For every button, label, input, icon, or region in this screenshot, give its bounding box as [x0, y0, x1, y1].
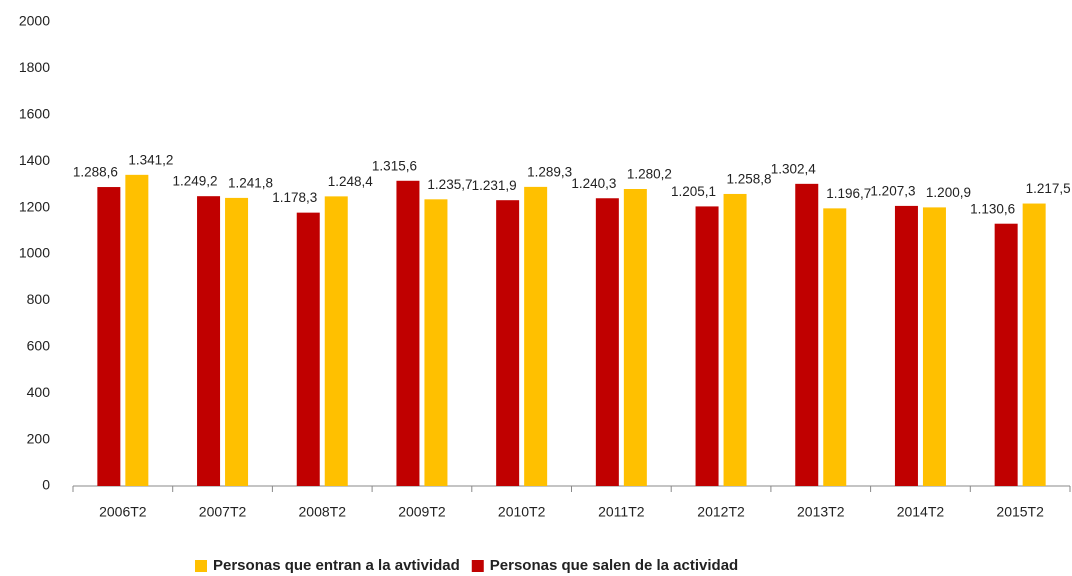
- bar: [623, 188, 647, 487]
- y-tick-label: 2000: [19, 13, 50, 29]
- bar: [922, 207, 946, 486]
- y-tick-label: 1000: [19, 245, 50, 261]
- y-tick-label: 400: [27, 384, 51, 400]
- y-tick-label: 1400: [19, 152, 50, 168]
- x-tick-label: 2006T2: [99, 504, 147, 520]
- bar: [197, 196, 221, 486]
- data-label: 1.207,3: [870, 183, 915, 198]
- bar: [424, 199, 448, 486]
- bar: [524, 186, 548, 487]
- x-tick-label: 2013T2: [797, 504, 845, 520]
- x-tick-label: 2011T2: [598, 504, 645, 520]
- x-tick-label: 2008T2: [299, 504, 347, 520]
- data-label: 1.302,4: [771, 161, 817, 176]
- legend-label: Personas que entran a la avtividad: [213, 557, 460, 574]
- data-label: 1.289,3: [527, 164, 572, 179]
- bar: [125, 174, 149, 486]
- data-label: 1.240,3: [571, 176, 616, 191]
- data-label: 1.341,2: [128, 152, 173, 167]
- x-tick-label: 2014T2: [897, 504, 945, 520]
- data-label: 1.217,5: [1026, 181, 1071, 196]
- data-label: 1.231,9: [472, 178, 517, 193]
- data-label: 1.248,4: [328, 174, 374, 189]
- y-tick-label: 1600: [19, 106, 50, 122]
- y-tick-label: 800: [27, 291, 51, 307]
- data-label: 1.130,6: [970, 201, 1015, 216]
- bar: [595, 198, 619, 486]
- data-label: 1.315,6: [372, 158, 417, 173]
- x-tick-label: 2012T2: [697, 504, 745, 520]
- bar: [296, 212, 320, 486]
- bar: [324, 196, 348, 486]
- bar: [994, 223, 1018, 486]
- y-tick-label: 0: [42, 477, 50, 493]
- y-tick-label: 1800: [19, 59, 50, 75]
- data-label: 1.241,8: [228, 175, 273, 190]
- bar: [225, 197, 249, 486]
- data-label: 1.205,1: [671, 184, 716, 199]
- y-tick-label: 600: [27, 338, 51, 354]
- x-tick-label: 2010T2: [498, 504, 546, 520]
- bar: [496, 200, 520, 486]
- bar: [695, 206, 719, 486]
- bar: [396, 180, 420, 486]
- data-label: 1.288,6: [73, 165, 118, 180]
- data-label: 1.178,3: [272, 190, 317, 205]
- data-label: 1.249,2: [173, 174, 218, 189]
- legend-label: Personas que salen de la actividad: [490, 557, 738, 574]
- legend-swatch: [471, 560, 484, 572]
- bar: [723, 193, 747, 486]
- data-label: 1.200,9: [926, 185, 971, 200]
- bar: [795, 183, 819, 486]
- legend-swatch: [195, 560, 207, 572]
- bar: [97, 187, 121, 486]
- data-label: 1.235,7: [427, 177, 472, 192]
- y-tick-label: 1200: [19, 198, 50, 214]
- y-tick-label: 200: [27, 430, 51, 446]
- x-tick-label: 2015T2: [996, 504, 1044, 520]
- data-label: 1.280,2: [627, 167, 672, 182]
- data-label: 1.258,8: [727, 172, 772, 187]
- x-tick-label: 2007T2: [199, 504, 247, 520]
- bar: [1022, 203, 1046, 487]
- bar: [894, 205, 918, 486]
- x-tick-label: 2009T2: [398, 504, 446, 520]
- data-label: 1.196,7: [826, 186, 871, 201]
- bar: [823, 208, 847, 486]
